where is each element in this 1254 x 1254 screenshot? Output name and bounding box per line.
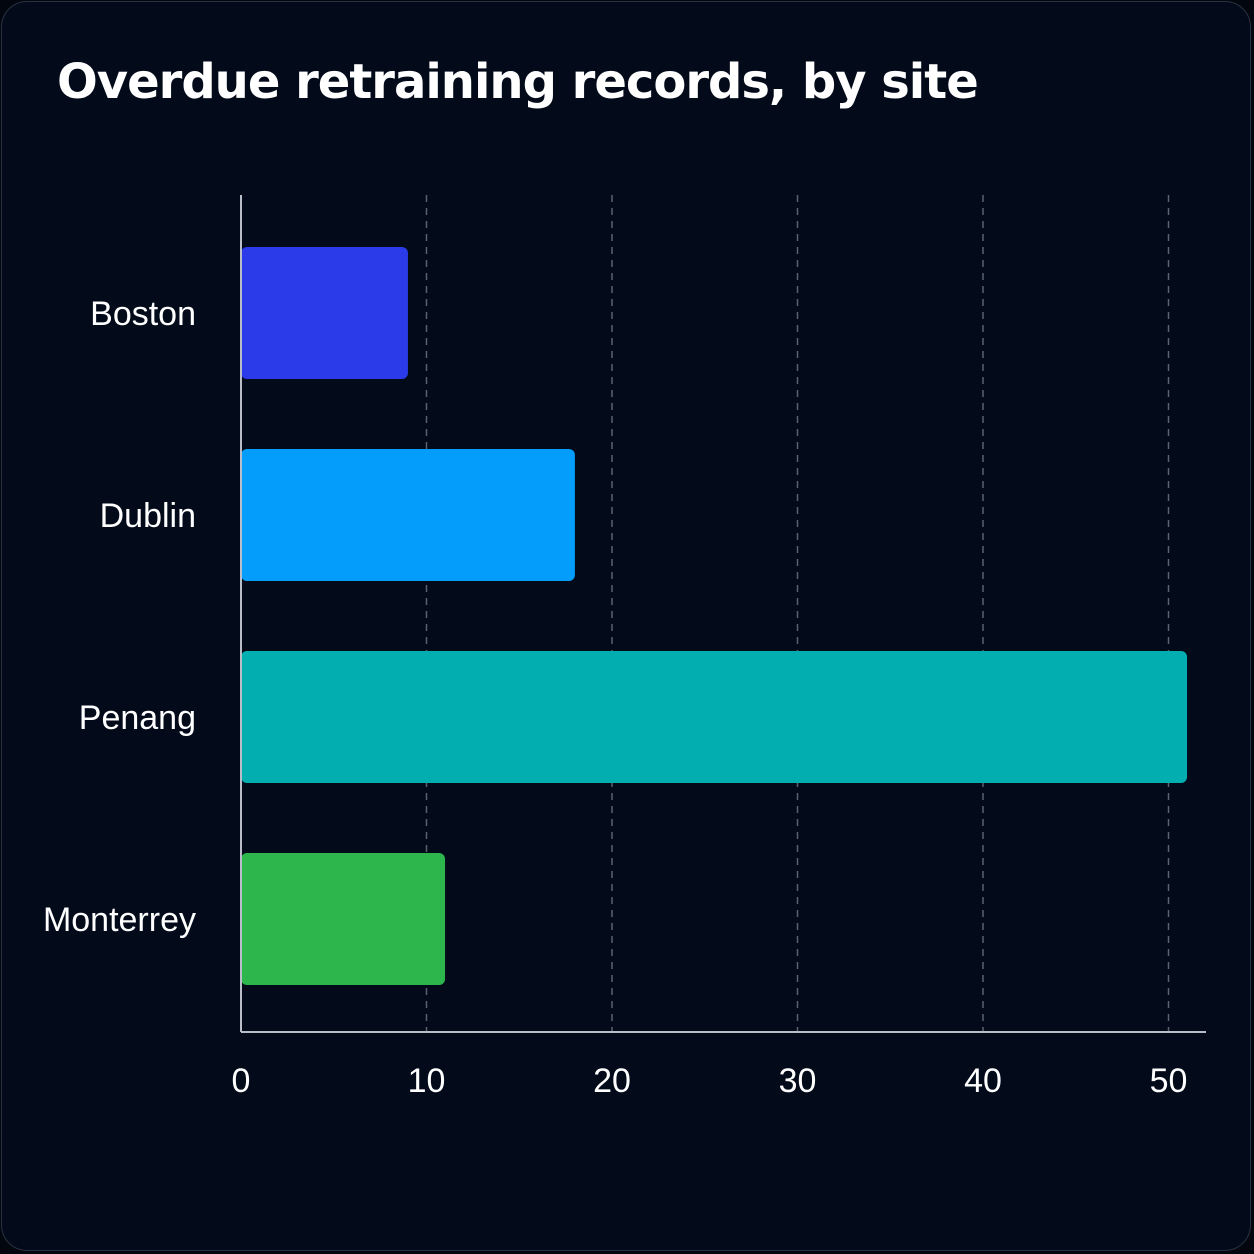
- x-tick-label-20: 20: [593, 1062, 631, 1100]
- x-tick-label-50: 50: [1150, 1062, 1188, 1100]
- bar-boston: [241, 247, 408, 379]
- category-labels: Boston Dublin Penang Monterrey: [43, 295, 196, 939]
- bar-monterrey: [241, 853, 446, 985]
- chart-title: Overdue retraining records, by site: [57, 54, 979, 110]
- x-tick-labels: 0 10 20 30 40 50: [232, 1062, 1188, 1100]
- x-tick-label-0: 0: [232, 1062, 251, 1100]
- x-tick-label-40: 40: [964, 1062, 1002, 1100]
- x-tick-label-10: 10: [408, 1062, 446, 1100]
- bar-penang: [241, 651, 1188, 783]
- category-label-dublin: Dublin: [100, 497, 196, 535]
- category-label-monterrey: Monterrey: [43, 901, 196, 939]
- bar-dublin: [241, 449, 575, 581]
- category-label-penang: Penang: [79, 699, 196, 737]
- bars: [241, 247, 1188, 985]
- category-label-boston: Boston: [90, 295, 196, 333]
- gridlines: [425, 195, 1170, 1032]
- x-tick-label-30: 30: [779, 1062, 817, 1100]
